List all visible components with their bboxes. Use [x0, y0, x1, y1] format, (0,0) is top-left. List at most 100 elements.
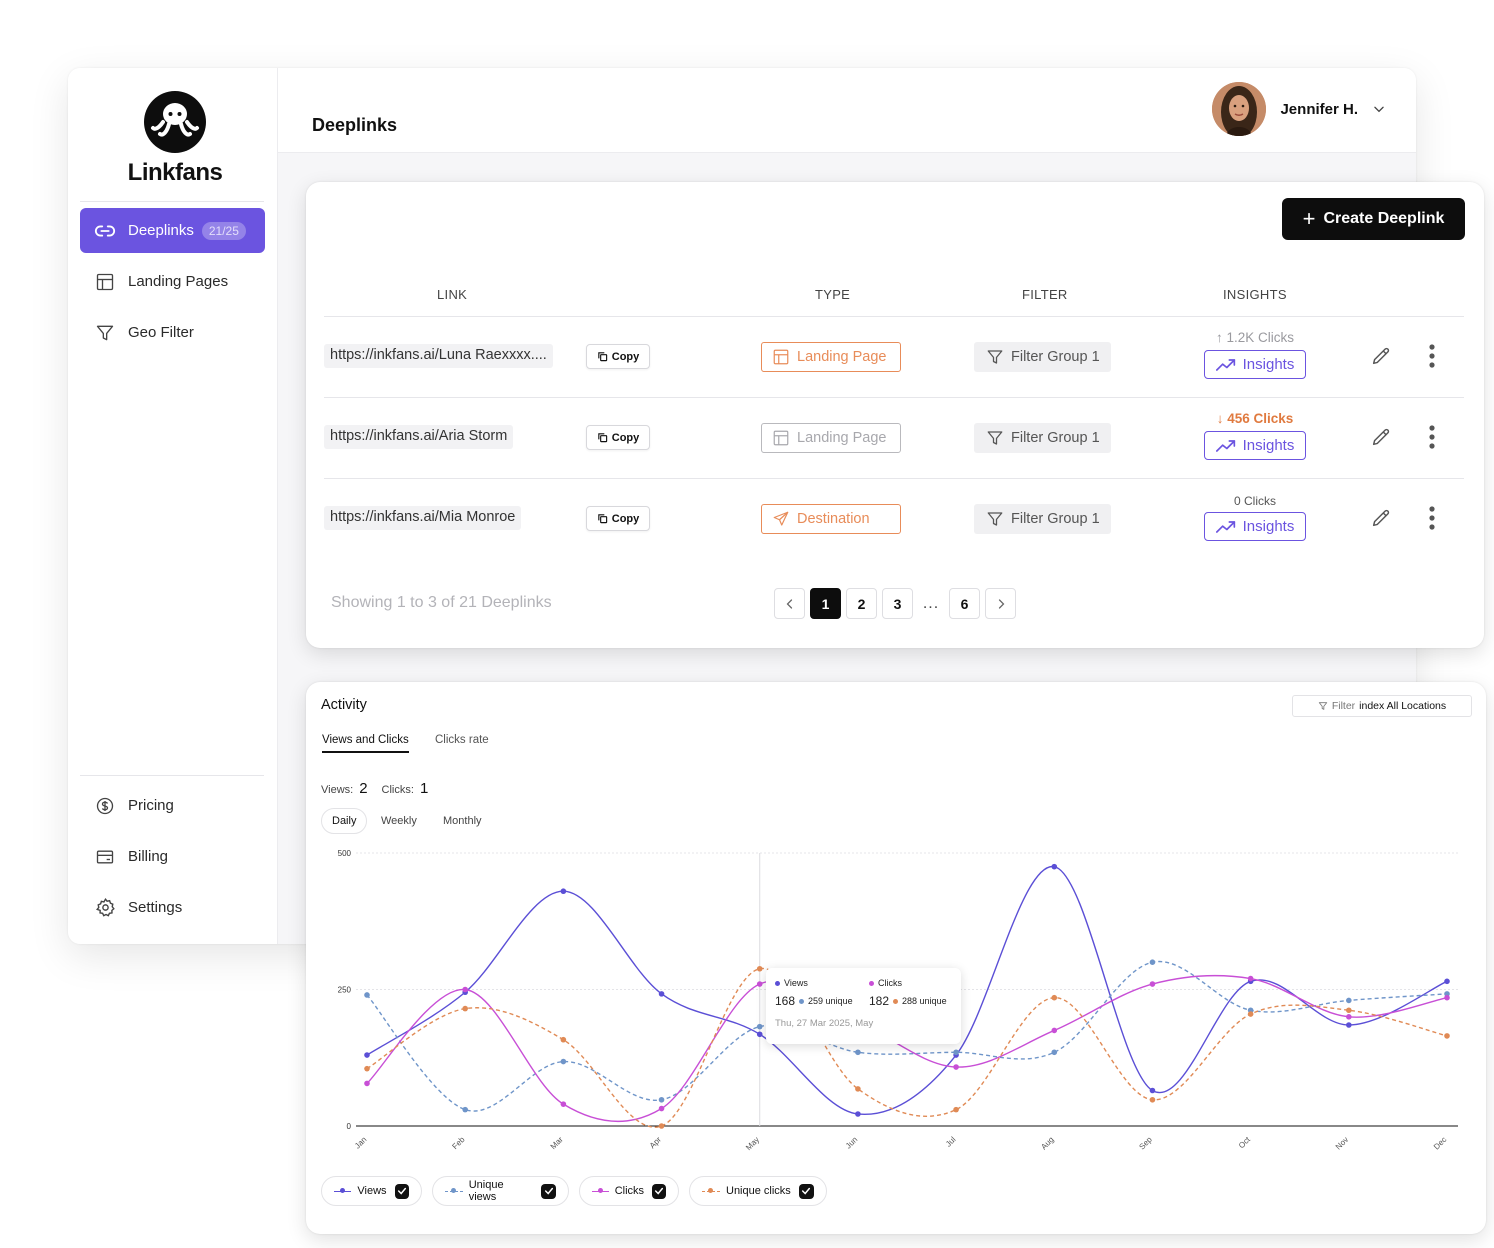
copy-button[interactable]: Copy — [586, 344, 650, 369]
data-point-unique-views — [1149, 959, 1156, 965]
filter-badge: Filter Group 1 — [974, 504, 1111, 534]
table-row: https://inkfans.ai/Luna Raexxxx.... Copy… — [324, 316, 1464, 397]
pencil-icon[interactable] — [1370, 426, 1392, 448]
page-button-1[interactable]: 1 — [810, 588, 841, 619]
insights-button[interactable]: Insights — [1204, 512, 1306, 541]
y-tick-label: 250 — [338, 986, 352, 995]
insights-button[interactable]: Insights — [1204, 350, 1306, 379]
tab-views-and-clicks[interactable]: Views and Clicks — [322, 734, 409, 753]
chevron-left-icon — [786, 598, 792, 609]
page-button-6[interactable]: 6 — [949, 588, 980, 619]
location-filter-button[interactable]: Filter index All Locations — [1292, 695, 1472, 717]
period-weekly[interactable]: Weekly — [381, 815, 417, 827]
sidebar-item-label: Geo Filter — [128, 324, 194, 341]
activity-stats: Views: 2 Clicks: 1 — [321, 780, 442, 797]
data-point-unique-views — [658, 1096, 665, 1103]
data-point-unique-views — [462, 1106, 468, 1113]
legend-toggle-clicks[interactable]: Clicks — [579, 1176, 679, 1206]
clicks-dot-icon — [869, 980, 874, 986]
sidebar-item-billing[interactable]: Billing — [80, 834, 265, 879]
deeplink-url: https://inkfans.ai/Luna Raexxxx.... — [324, 344, 553, 368]
data-point-unique-clicks — [855, 1086, 861, 1092]
solid-line-icon — [334, 1188, 352, 1193]
sidebar-item-pricing[interactable]: Pricing — [80, 783, 265, 828]
legend-toggle-unique-clicks[interactable]: Unique clicks — [689, 1176, 827, 1206]
tooltip-clicks: Clicks 182 288 unique — [869, 978, 947, 1008]
sidebar-item-geo-filter[interactable]: Geo Filter — [80, 310, 265, 355]
data-point-views — [1051, 863, 1058, 870]
pencil-icon[interactable] — [1370, 345, 1392, 367]
data-point-unique-clicks — [1051, 994, 1058, 1001]
funnel-icon — [987, 431, 1003, 445]
checkbox-checked-icon — [541, 1183, 556, 1199]
more-vertical-icon[interactable] — [1426, 424, 1438, 450]
copy-button[interactable]: Copy — [586, 425, 650, 450]
insights-button[interactable]: Insights — [1204, 431, 1306, 460]
legend-toggle-unique-views[interactable]: Unique views — [432, 1176, 569, 1206]
sidebar-item-label: Billing — [128, 848, 169, 865]
more-vertical-icon[interactable] — [1426, 343, 1438, 369]
sidebar-item-deeplinks[interactable]: Deeplinks 21/25 — [80, 208, 265, 253]
x-tick-label: May — [744, 1135, 761, 1152]
sidebar-item-label: Landing Pages — [128, 273, 229, 290]
page-ellipsis: ... — [922, 594, 940, 612]
chart-tooltip: Views 168 259 unique Clicks 182 288 unique… — [766, 968, 961, 1044]
column-header-link: LINK — [437, 287, 468, 302]
type-label: Destination — [797, 511, 870, 527]
x-tick-label: Jul — [944, 1135, 958, 1149]
data-point-unique-clicks — [364, 1065, 370, 1072]
unique-views-dot-icon — [799, 998, 805, 1004]
data-point-unique-clicks — [1346, 1007, 1352, 1014]
deeplink-url: https://inkfans.ai/Aria Storm — [324, 425, 514, 449]
type-badge: Destination — [761, 504, 901, 534]
views-stat-label: Views: — [321, 784, 354, 796]
legend-toggle-views[interactable]: Views — [321, 1176, 422, 1206]
sidebar-item-settings[interactable]: Settings — [80, 885, 265, 930]
create-deeplink-button[interactable]: + Create Deeplink — [1282, 198, 1465, 240]
period-daily[interactable]: Daily — [321, 808, 368, 834]
data-point-clicks — [1051, 1027, 1058, 1034]
x-tick-label: Mar — [549, 1135, 565, 1151]
x-tick-label: Sep — [1137, 1135, 1154, 1152]
data-point-views — [658, 991, 665, 997]
tab-clicks-rate[interactable]: Clicks rate — [435, 734, 489, 746]
x-tick-label: Jun — [844, 1135, 859, 1150]
filter-badge: Filter Group 1 — [974, 342, 1111, 372]
pencil-icon[interactable] — [1370, 507, 1392, 529]
arrow-up-icon: ↑ — [1215, 330, 1223, 345]
filter-value: index All Locations — [1359, 700, 1447, 712]
copy-label: Copy — [611, 350, 640, 363]
x-tick-label: Nov — [1334, 1135, 1350, 1151]
copy-icon — [598, 514, 607, 524]
views-stat-value: 2 — [359, 780, 368, 797]
plus-icon: + — [1302, 206, 1316, 231]
unique-clicks-dot-icon — [893, 998, 899, 1004]
tooltip-date: Thu, 27 Mar 2025, May — [775, 1018, 874, 1029]
chevron-down-icon — [1374, 106, 1384, 113]
data-point-clicks — [1247, 975, 1254, 982]
page-button-2[interactable]: 2 — [846, 588, 877, 619]
filter-prefix: Filter — [1331, 700, 1356, 712]
trend-line-icon — [1215, 358, 1235, 371]
next-page-button[interactable] — [985, 588, 1016, 619]
legend-label: Unique views — [468, 1179, 504, 1203]
period-monthly[interactable]: Monthly — [443, 815, 482, 827]
data-point-views — [756, 1031, 763, 1038]
sidebar-item-label: Pricing — [128, 797, 174, 814]
page-button-3[interactable]: 3 — [882, 588, 913, 619]
trend-line-icon — [1215, 520, 1235, 533]
prev-page-button[interactable] — [774, 588, 805, 619]
dollar-icon — [94, 795, 116, 817]
user-menu[interactable]: Jennifer H. — [1212, 82, 1386, 136]
x-tick-label: Aug — [1039, 1135, 1055, 1151]
copy-button[interactable]: Copy — [586, 506, 650, 531]
more-vertical-icon[interactable] — [1426, 505, 1438, 531]
filter-label: Filter Group 1 — [1011, 511, 1100, 527]
insights-label: Insights — [1242, 356, 1295, 373]
x-tick-label: Oct — [1237, 1135, 1253, 1151]
table-row: https://inkfans.ai/Mia Monroe Copy Desti… — [324, 478, 1464, 559]
deeplink-url: https://inkfans.ai/Mia Monroe — [324, 506, 522, 530]
filter-label: Filter Group 1 — [1011, 430, 1100, 446]
views-dot-icon — [775, 980, 780, 986]
sidebar-item-landing-pages[interactable]: Landing Pages — [80, 259, 265, 304]
